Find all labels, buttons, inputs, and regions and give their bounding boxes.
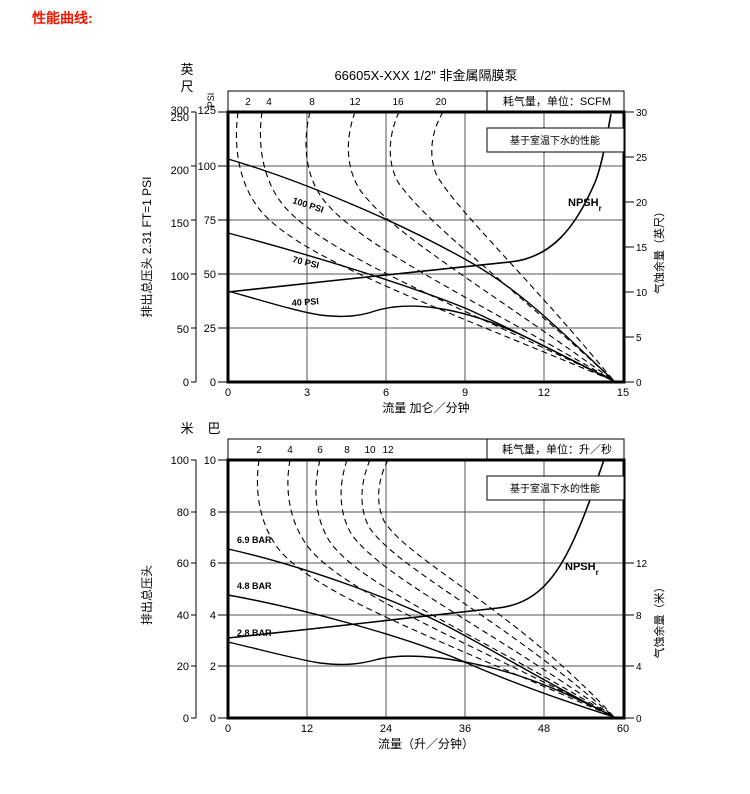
- svg-text:4: 4: [266, 97, 272, 108]
- svg-text:100: 100: [171, 455, 189, 467]
- svg-text:48: 48: [538, 723, 550, 735]
- svg-text:200: 200: [171, 165, 189, 177]
- svg-text:80: 80: [177, 507, 189, 519]
- svg-text:100: 100: [171, 271, 189, 283]
- svg-text:尺: 尺: [180, 79, 193, 94]
- svg-text:24: 24: [380, 723, 392, 735]
- svg-text:4: 4: [210, 610, 216, 622]
- svg-text:50: 50: [177, 324, 189, 336]
- svg-text:4: 4: [287, 445, 293, 456]
- svg-text:NPSHr: NPSHr: [565, 561, 599, 577]
- svg-text:2: 2: [210, 661, 216, 673]
- svg-text:3: 3: [304, 387, 310, 399]
- svg-text:60: 60: [177, 558, 189, 570]
- svg-text:气蚀余量（英尺）: 气蚀余量（英尺）: [652, 206, 666, 294]
- svg-text:6: 6: [210, 558, 216, 570]
- svg-text:12: 12: [538, 387, 550, 399]
- svg-text:36: 36: [459, 723, 471, 735]
- svg-text:12: 12: [349, 97, 361, 108]
- svg-text:0: 0: [636, 714, 642, 725]
- svg-text:5: 5: [636, 333, 642, 344]
- svg-text:PSI: PSI: [206, 93, 216, 108]
- svg-text:25: 25: [204, 323, 216, 335]
- svg-text:0: 0: [183, 377, 189, 389]
- svg-text:10: 10: [636, 288, 648, 299]
- svg-text:流量（升／分钟）: 流量（升／分钟）: [378, 736, 474, 751]
- svg-text:30: 30: [636, 108, 648, 119]
- svg-text:0: 0: [183, 713, 189, 725]
- svg-text:66605X-XXX 1/2" 非金属隔膜泵: 66605X-XXX 1/2" 非金属隔膜泵: [334, 68, 517, 83]
- svg-text:4: 4: [636, 662, 642, 673]
- svg-text:12: 12: [382, 445, 394, 456]
- svg-text:8: 8: [309, 97, 315, 108]
- svg-text:10: 10: [364, 445, 376, 456]
- svg-text:20: 20: [435, 97, 447, 108]
- svg-text:20: 20: [177, 661, 189, 673]
- svg-text:排出总压头: 排出总压头: [140, 565, 154, 625]
- svg-text:75: 75: [204, 215, 216, 227]
- svg-text:60: 60: [617, 723, 629, 735]
- svg-text:8: 8: [636, 611, 642, 622]
- svg-text:20: 20: [636, 198, 648, 209]
- svg-text:25: 25: [636, 153, 648, 164]
- svg-text:2.8 BAR: 2.8 BAR: [237, 628, 272, 638]
- svg-text:流量 加仑／分钟: 流量 加仑／分钟: [382, 400, 469, 415]
- svg-text:150: 150: [171, 218, 189, 230]
- svg-text:耗气量，单位：SCFM: 耗气量，单位：SCFM: [503, 94, 611, 108]
- svg-text:12: 12: [636, 559, 648, 570]
- svg-text:9: 9: [462, 387, 468, 399]
- svg-text:40 PSI: 40 PSI: [291, 296, 319, 308]
- svg-text:0: 0: [225, 387, 231, 399]
- svg-text:6: 6: [383, 387, 389, 399]
- svg-text:8: 8: [210, 507, 216, 519]
- svg-text:4.8 BAR: 4.8 BAR: [237, 581, 272, 591]
- svg-text:2: 2: [256, 445, 262, 456]
- svg-text:米: 米: [180, 421, 193, 436]
- svg-text:气蚀余量（米）: 气蚀余量（米）: [652, 582, 666, 659]
- svg-text:100: 100: [198, 161, 216, 173]
- svg-text:100 PSI: 100 PSI: [291, 195, 325, 214]
- svg-text:40: 40: [177, 610, 189, 622]
- svg-text:15: 15: [636, 243, 648, 254]
- svg-text:12: 12: [301, 723, 313, 735]
- svg-text:6.9 BAR: 6.9 BAR: [237, 535, 272, 545]
- svg-text:基于室温下水的性能: 基于室温下水的性能: [510, 482, 600, 495]
- svg-text:300: 300: [171, 105, 189, 117]
- svg-text:10: 10: [204, 455, 216, 467]
- svg-text:15: 15: [617, 387, 629, 399]
- svg-text:0: 0: [636, 378, 642, 389]
- svg-text:耗气量，单位：升／秒: 耗气量，单位：升／秒: [502, 442, 612, 456]
- svg-text:巴: 巴: [207, 421, 220, 436]
- svg-text:0: 0: [210, 713, 216, 725]
- svg-text:NPSHr: NPSHr: [568, 197, 602, 213]
- svg-text:排出总压头 2.31 FT=1 PSI: 排出总压头 2.31 FT=1 PSI: [140, 176, 154, 317]
- svg-text:8: 8: [344, 445, 350, 456]
- svg-text:50: 50: [204, 269, 216, 281]
- svg-text:基于室温下水的性能: 基于室温下水的性能: [510, 134, 600, 147]
- svg-text:6: 6: [317, 445, 323, 456]
- svg-text:16: 16: [392, 97, 404, 108]
- svg-text:0: 0: [225, 723, 231, 735]
- svg-text:2: 2: [245, 97, 251, 108]
- svg-text:70 PSI: 70 PSI: [292, 254, 321, 270]
- svg-text:0: 0: [210, 377, 216, 389]
- svg-text:英: 英: [180, 62, 193, 77]
